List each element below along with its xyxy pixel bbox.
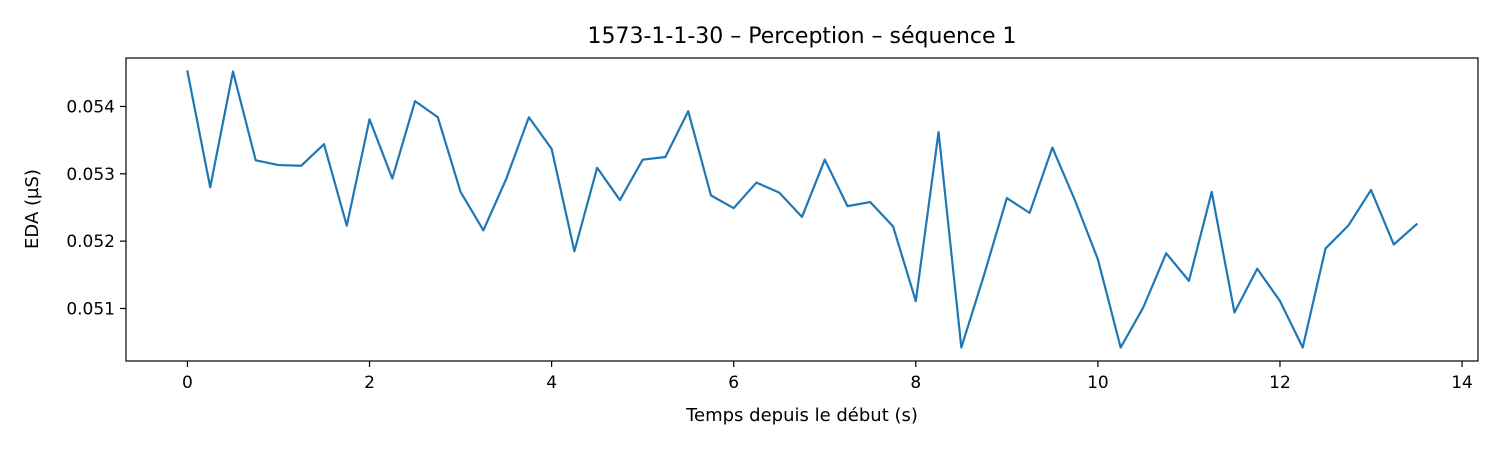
y-tick-label: 0.054 bbox=[66, 97, 115, 117]
series-line-0 bbox=[186, 70, 1419, 349]
plot-area: 0 2 4 6 8 10 12 14 0.051 0.052 0.053 0.054 bbox=[66, 57, 1479, 393]
x-tick-label: 6 bbox=[728, 373, 739, 393]
y-tick-label: 0.052 bbox=[66, 232, 115, 252]
x-tick-label: 2 bbox=[364, 373, 375, 393]
x-tick-label: 0 bbox=[182, 373, 193, 393]
chart-title: 1573-1-1-30 – Perception – séquence 1 bbox=[587, 24, 1016, 49]
y-axis-label: EDA (µS) bbox=[22, 169, 43, 249]
x-tick-label: 14 bbox=[1451, 373, 1473, 393]
y-tick-label: 0.053 bbox=[66, 165, 115, 185]
x-axis-label: Temps depuis le début (s) bbox=[685, 405, 918, 426]
x-tick-label: 4 bbox=[546, 373, 557, 393]
x-tick-label: 12 bbox=[1269, 373, 1291, 393]
x-tick-label: 10 bbox=[1087, 373, 1109, 393]
x-tick-label: 8 bbox=[910, 373, 921, 393]
y-tick-label: 0.051 bbox=[66, 299, 115, 319]
plot-frame bbox=[125, 57, 1479, 362]
